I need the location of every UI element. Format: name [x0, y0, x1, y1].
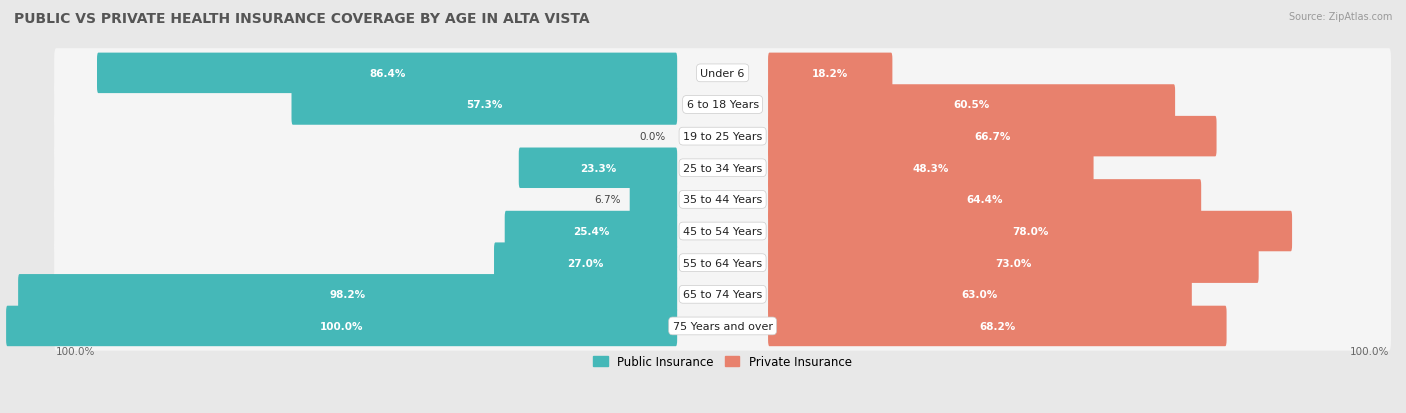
Text: 6 to 18 Years: 6 to 18 Years: [686, 100, 759, 110]
Text: 100.0%: 100.0%: [1350, 346, 1389, 356]
Text: Source: ZipAtlas.com: Source: ZipAtlas.com: [1288, 12, 1392, 22]
Text: 60.5%: 60.5%: [953, 100, 990, 110]
FancyBboxPatch shape: [55, 81, 1391, 130]
Text: 23.3%: 23.3%: [579, 164, 616, 173]
FancyBboxPatch shape: [55, 207, 1391, 256]
Text: 65 to 74 Years: 65 to 74 Years: [683, 290, 762, 299]
Text: 48.3%: 48.3%: [912, 164, 949, 173]
Text: 73.0%: 73.0%: [995, 258, 1032, 268]
FancyBboxPatch shape: [505, 211, 678, 252]
FancyBboxPatch shape: [494, 243, 678, 283]
FancyBboxPatch shape: [630, 180, 678, 220]
FancyBboxPatch shape: [768, 306, 1226, 347]
Text: 6.7%: 6.7%: [595, 195, 621, 205]
FancyBboxPatch shape: [6, 306, 678, 347]
FancyBboxPatch shape: [55, 49, 1391, 98]
FancyBboxPatch shape: [519, 148, 678, 189]
Text: 25 to 34 Years: 25 to 34 Years: [683, 164, 762, 173]
Text: 19 to 25 Years: 19 to 25 Years: [683, 132, 762, 142]
FancyBboxPatch shape: [55, 175, 1391, 225]
Text: 55 to 64 Years: 55 to 64 Years: [683, 258, 762, 268]
Text: 100.0%: 100.0%: [321, 321, 363, 331]
Text: 45 to 54 Years: 45 to 54 Years: [683, 226, 762, 237]
Text: 100.0%: 100.0%: [56, 346, 96, 356]
Text: 78.0%: 78.0%: [1012, 226, 1049, 237]
Text: 27.0%: 27.0%: [568, 258, 603, 268]
Text: 18.2%: 18.2%: [813, 69, 848, 78]
Text: Under 6: Under 6: [700, 69, 745, 78]
Text: 75 Years and over: 75 Years and over: [672, 321, 773, 331]
FancyBboxPatch shape: [55, 270, 1391, 319]
Text: 35 to 44 Years: 35 to 44 Years: [683, 195, 762, 205]
FancyBboxPatch shape: [768, 180, 1201, 220]
FancyBboxPatch shape: [55, 144, 1391, 193]
Legend: Public Insurance, Private Insurance: Public Insurance, Private Insurance: [589, 351, 856, 373]
Text: 64.4%: 64.4%: [966, 195, 1002, 205]
FancyBboxPatch shape: [55, 238, 1391, 287]
Text: 86.4%: 86.4%: [368, 69, 405, 78]
FancyBboxPatch shape: [768, 243, 1258, 283]
FancyBboxPatch shape: [768, 53, 893, 94]
FancyBboxPatch shape: [55, 301, 1391, 351]
Text: 63.0%: 63.0%: [962, 290, 998, 299]
Text: 66.7%: 66.7%: [974, 132, 1011, 142]
Text: PUBLIC VS PRIVATE HEALTH INSURANCE COVERAGE BY AGE IN ALTA VISTA: PUBLIC VS PRIVATE HEALTH INSURANCE COVER…: [14, 12, 589, 26]
Text: 25.4%: 25.4%: [572, 226, 609, 237]
FancyBboxPatch shape: [768, 85, 1175, 126]
Text: 98.2%: 98.2%: [329, 290, 366, 299]
FancyBboxPatch shape: [291, 85, 678, 126]
Text: 57.3%: 57.3%: [467, 100, 502, 110]
FancyBboxPatch shape: [768, 211, 1292, 252]
Text: 68.2%: 68.2%: [979, 321, 1015, 331]
FancyBboxPatch shape: [55, 112, 1391, 161]
FancyBboxPatch shape: [18, 274, 678, 315]
FancyBboxPatch shape: [768, 116, 1216, 157]
FancyBboxPatch shape: [768, 148, 1094, 189]
FancyBboxPatch shape: [97, 53, 678, 94]
Text: 0.0%: 0.0%: [640, 132, 666, 142]
FancyBboxPatch shape: [768, 274, 1192, 315]
